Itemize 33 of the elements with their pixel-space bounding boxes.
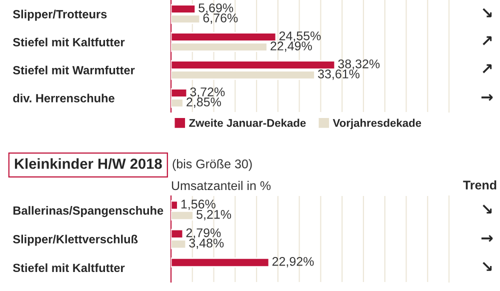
text: Trend: [463, 180, 496, 190]
data-label: 24,55%: [279, 31, 321, 42]
y-tick-label: div. Herrenschuhe: [13, 94, 114, 102]
text: →: [481, 234, 493, 242]
x-axis-title: Umsatzanteil in %: [172, 180, 271, 190]
data-label: 33,61%: [318, 70, 360, 80]
data-label: 6,76%: [203, 14, 238, 24]
data-label: 5,69%: [198, 3, 234, 14]
data-label: 22,92%: [272, 257, 314, 268]
text: ↘: [482, 204, 492, 214]
y-tick-label: Stiefel mit Kaltfutter: [13, 263, 125, 272]
legend-label: Vorjahresdekade: [332, 118, 422, 130]
chart-subtitle: (bis Größe 30): [172, 159, 252, 171]
y-tick-label: Slipper/Klettverschluß: [13, 234, 138, 246]
data-label: 1,56%: [181, 200, 216, 210]
text: →: [481, 94, 493, 101]
text: ↘: [482, 8, 492, 18]
y-tick-label: Stiefel mit Warmfutter: [13, 66, 135, 74]
data-label: 3,72%: [190, 87, 225, 98]
text: ↘: [482, 262, 492, 271]
data-label: 3,48%: [189, 238, 224, 249]
data-label: 2,79%: [186, 228, 221, 239]
y-tick-label: Ballerinas/Spangenschuhe: [13, 206, 164, 218]
data-label: 22,49%: [270, 42, 312, 52]
chart-title: Kleinkinder H/W 2018: [14, 158, 162, 170]
y-tick-label: Slipper/Trotteurs: [13, 10, 107, 21]
data-label: 38,32%: [338, 59, 380, 70]
text: ↗: [482, 36, 492, 46]
data-label: 2,85%: [186, 98, 221, 108]
legend-label: Zweite Januar-Dekade: [189, 118, 306, 127]
data-label: 5,21%: [196, 210, 232, 220]
text: ↗: [482, 64, 492, 74]
y-tick-label: Stiefel mit Kaltfutter: [13, 38, 125, 46]
